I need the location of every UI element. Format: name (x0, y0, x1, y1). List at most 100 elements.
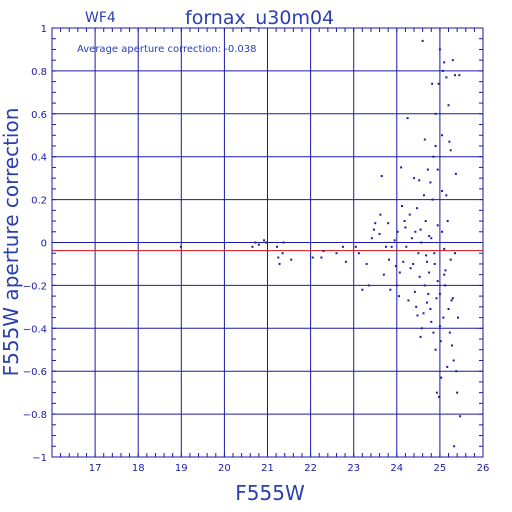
x-tick-label: 21 (261, 463, 274, 474)
data-point (450, 299, 453, 302)
data-point (354, 245, 357, 248)
data-point (454, 172, 457, 175)
data-point (290, 258, 293, 261)
data-point (458, 74, 461, 77)
data-point (341, 245, 344, 248)
data-point (449, 258, 452, 261)
data-point (414, 230, 417, 233)
y-tick-label: 0.6 (31, 110, 47, 121)
data-point (374, 222, 377, 225)
y-tick-label: −0.8 (23, 410, 47, 421)
data-point (404, 226, 407, 229)
data-point (278, 262, 281, 265)
data-point (426, 168, 429, 171)
data-point (448, 331, 451, 334)
data-point (442, 316, 445, 319)
x-tick-label: 23 (347, 463, 360, 474)
x-tick-label: 19 (175, 463, 188, 474)
data-point (410, 237, 413, 240)
data-point (434, 144, 437, 147)
data-point (413, 290, 416, 293)
data-point (445, 76, 448, 79)
data-point (415, 305, 418, 308)
data-point (423, 138, 426, 141)
data-point (444, 284, 447, 287)
data-point (418, 275, 421, 278)
data-point (380, 175, 383, 178)
data-point (433, 262, 436, 265)
data-point (378, 232, 381, 235)
data-point (429, 181, 432, 184)
data-point (322, 250, 325, 253)
data-point (435, 297, 438, 300)
data-point (417, 252, 420, 255)
data-point (447, 104, 450, 107)
data-point (277, 256, 280, 259)
data-point (446, 220, 449, 223)
data-point (425, 301, 428, 304)
data-point (447, 307, 450, 310)
x-tick-label: 17 (89, 463, 102, 474)
data-point (430, 320, 433, 323)
data-point (335, 252, 338, 255)
data-point (451, 59, 454, 62)
data-point (437, 82, 440, 85)
data-point (450, 344, 453, 347)
data-point (441, 230, 444, 233)
data-point (372, 228, 375, 231)
y-tick-label: 1 (41, 24, 47, 35)
data-point (436, 224, 439, 227)
y-tick-label: −0.2 (23, 281, 47, 292)
panel-label: WF4 (85, 10, 116, 26)
data-point (424, 220, 427, 223)
data-point (409, 267, 412, 270)
x-tick-label: 22 (304, 463, 317, 474)
data-point (408, 213, 411, 216)
data-point (387, 222, 390, 225)
data-point (361, 288, 364, 291)
data-point (367, 284, 370, 287)
y-tick-labels: 1 0.8 0.6 0.4 0.2 0 −0.2 −0.4 −0.6 −0.8 −1 (23, 24, 47, 464)
data-point (263, 239, 266, 242)
data-point (419, 335, 422, 338)
data-point (311, 256, 314, 259)
data-point (413, 177, 416, 180)
y-tick-label: 0.8 (31, 67, 47, 78)
data-point (385, 245, 388, 248)
data-point (257, 243, 260, 246)
data-point (265, 241, 268, 244)
data-point (251, 245, 254, 248)
data-point (418, 179, 421, 182)
data-point (438, 395, 441, 398)
chart-title: fornax_u30m04 (185, 7, 334, 29)
data-point (425, 254, 428, 257)
data-point (388, 258, 391, 261)
data-point (389, 288, 392, 291)
annotation: Average aperture correction: -0.038 (77, 44, 257, 55)
y-tick-label: −0.4 (23, 324, 47, 335)
data-point (382, 273, 385, 276)
data-point (421, 39, 424, 42)
data-point (453, 445, 456, 448)
data-point (455, 370, 458, 373)
data-point (425, 260, 428, 263)
data-point (441, 190, 444, 193)
data-point (275, 245, 278, 248)
data-point (423, 284, 426, 287)
data-point (441, 134, 444, 137)
y-tick-label: 0 (41, 239, 47, 250)
data-point (402, 260, 405, 263)
data-point (432, 331, 435, 334)
data-point (393, 239, 396, 242)
grid (52, 27, 484, 458)
data-point (422, 312, 425, 315)
x-axis-label: F555W (235, 481, 305, 505)
data-point (445, 194, 448, 197)
x-tick-label: 20 (218, 463, 231, 474)
data-point (456, 391, 459, 394)
data-point (443, 247, 446, 250)
data-point (448, 140, 451, 143)
data-point (427, 292, 430, 295)
x-tick-label: 26 (477, 463, 490, 474)
data-point (457, 316, 460, 319)
